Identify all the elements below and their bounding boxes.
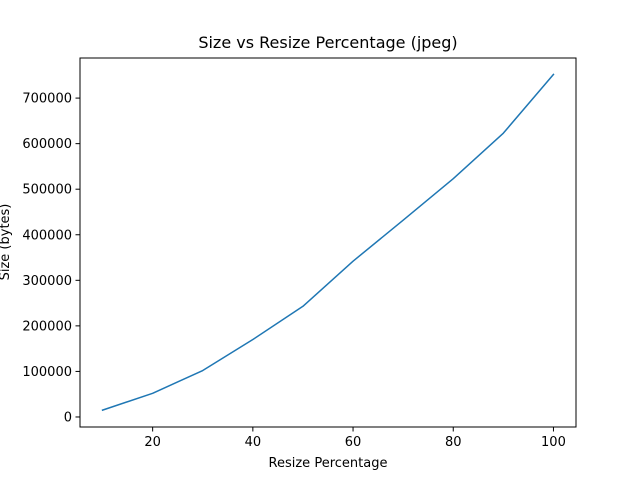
y-tick-label: 300000 xyxy=(22,274,72,289)
y-tick-label: 500000 xyxy=(22,183,72,198)
chart-title: Size vs Resize Percentage (jpeg) xyxy=(198,33,457,52)
plot-frame xyxy=(79,57,577,428)
y-tick-label: 100000 xyxy=(22,365,72,380)
y-axis-title: Size (bytes) xyxy=(0,204,13,281)
x-tick-label: 40 xyxy=(245,435,262,450)
y-tick-label: 200000 xyxy=(22,319,72,334)
x-tick-label: 20 xyxy=(144,435,161,450)
y-tick-label: 400000 xyxy=(22,228,72,243)
y-tick-label: 600000 xyxy=(22,137,72,152)
y-tick-label: 700000 xyxy=(22,92,72,107)
y-tick-label: 0 xyxy=(64,410,72,425)
ticks-layer: 20 40 60 80 100 0 100000 200000 300000 400000 5000… xyxy=(22,92,566,450)
x-axis-title: Resize Percentage xyxy=(269,456,388,471)
series-line xyxy=(101,73,555,412)
x-tick-label: 60 xyxy=(345,435,362,450)
x-tick-label: 80 xyxy=(445,435,462,450)
x-tick-label: 100 xyxy=(541,435,566,450)
series-layer xyxy=(101,73,555,412)
